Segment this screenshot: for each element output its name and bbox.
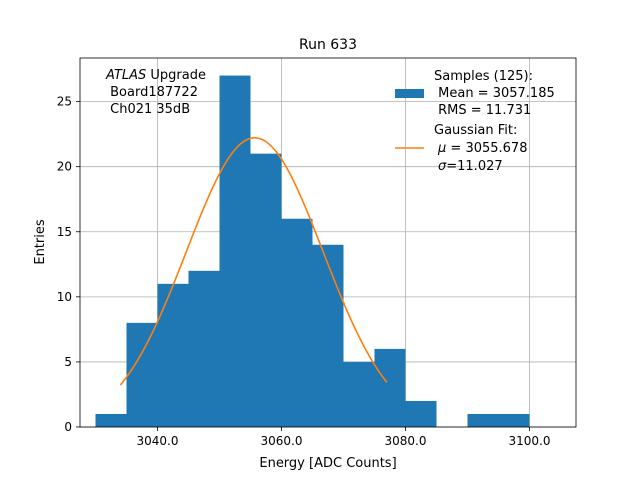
annotation-upgrade: Upgrade — [146, 68, 206, 83]
histogram-bar-4 — [219, 75, 251, 428]
legend-fit-title: Gaussian Fit: — [434, 123, 517, 138]
histogram-bar-10 — [405, 400, 437, 427]
histogram-bar-9 — [374, 348, 406, 427]
legend-fit-mu: μ = 3055.678 — [437, 141, 527, 156]
histogram-bar-12 — [467, 413, 499, 427]
x-tick-label-0: 3040.0 — [137, 434, 179, 448]
legend: Samples (125): Mean = 3057.185 RMS = 11.… — [395, 69, 555, 174]
chart-title: Run 633 — [299, 37, 357, 53]
histogram-bars — [95, 75, 530, 428]
histogram-bar-1 — [126, 322, 158, 427]
legend-histogram-rms: RMS = 11.731 — [434, 103, 531, 118]
y-tick-label-1: 5 — [64, 355, 72, 369]
y-tick-label-4: 20 — [57, 160, 72, 174]
y-tick-label-3: 15 — [57, 225, 72, 239]
legend-histogram-title: Samples (125): — [434, 69, 533, 84]
histogram-bar-13 — [498, 413, 530, 427]
y-tick-label-0: 0 — [64, 420, 72, 434]
x-tick-label-2: 3080.0 — [385, 434, 427, 448]
histogram-bar-6 — [281, 218, 313, 427]
y-tick-label-5: 25 — [57, 95, 72, 109]
y-axis-ticks: 0 5 10 15 20 25 — [57, 95, 80, 434]
legend-histogram-swatch — [395, 89, 424, 98]
legend-sigma-value: =11.027 — [446, 159, 502, 174]
legend-mu-value: = 3055.678 — [446, 141, 527, 156]
annotation-line-1: ATLAS Upgrade — [105, 68, 206, 83]
fit-curve-path — [119, 137, 388, 386]
atlas-annotation: ATLAS Upgrade Board187722 Ch021 35dB — [105, 68, 206, 117]
x-tick-label-1: 3060.0 — [261, 434, 303, 448]
x-axis-ticks: 3040.0 3060.0 3080.0 3100.0 — [137, 427, 551, 448]
legend-histogram-mean: Mean = 3057.185 — [434, 86, 555, 101]
axes-frame — [79, 57, 577, 428]
histogram-bar-0 — [95, 413, 127, 427]
histogram-bar-8 — [343, 361, 375, 427]
histogram-bar-5 — [250, 153, 282, 427]
histogram-bar-2 — [157, 283, 189, 427]
annotation-atlas: ATLAS — [105, 68, 146, 83]
legend-fit-sigma: σ=11.027 — [438, 159, 503, 174]
y-tick-label-2: 10 — [57, 290, 72, 304]
x-axis-label: Energy [ADC Counts] — [259, 456, 396, 471]
annotation-line-3: Ch021 35dB — [106, 102, 190, 117]
gaussian-fit-curve — [119, 137, 388, 386]
legend-mu-symbol: μ — [437, 141, 446, 156]
y-axis-label: Entries — [33, 219, 48, 265]
histogram-bar-3 — [188, 270, 220, 427]
legend-sigma-symbol: σ — [438, 159, 447, 174]
histogram-bar-7 — [312, 244, 344, 427]
x-tick-label-3: 3100.0 — [509, 434, 551, 448]
annotation-line-2: Board187722 — [106, 85, 198, 100]
